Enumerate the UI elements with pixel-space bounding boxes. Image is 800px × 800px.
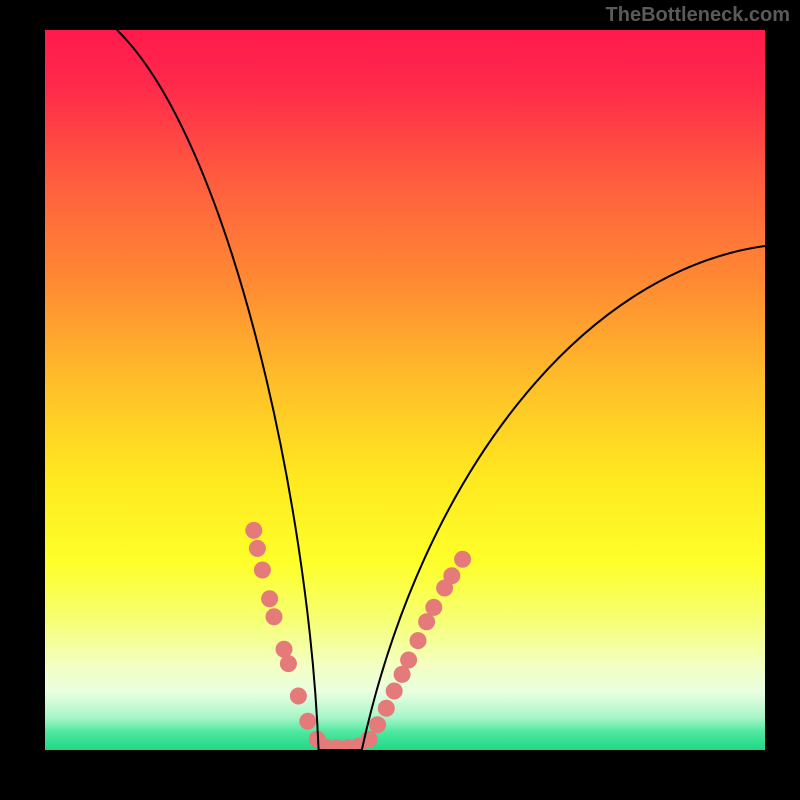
watermark-text: TheBottleneck.com (606, 4, 790, 27)
data-marker (370, 717, 386, 733)
data-marker (455, 551, 471, 567)
data-marker (410, 633, 426, 649)
data-marker (290, 688, 306, 704)
data-marker (426, 599, 442, 615)
bottleneck-curve (117, 30, 765, 750)
data-marker (254, 562, 270, 578)
data-marker (266, 609, 282, 625)
chart-curve-layer (45, 30, 765, 750)
data-marker (300, 713, 316, 729)
data-marker (262, 591, 278, 607)
data-marker (419, 614, 435, 630)
data-marker (386, 683, 402, 699)
data-marker (276, 641, 292, 657)
data-marker (249, 540, 265, 556)
data-marker (394, 666, 410, 682)
data-marker (246, 522, 262, 538)
data-marker (378, 700, 394, 716)
bottleneck-chart (45, 30, 765, 750)
data-markers (246, 522, 471, 750)
data-marker (280, 656, 296, 672)
data-marker (401, 652, 417, 668)
data-marker (444, 568, 460, 584)
